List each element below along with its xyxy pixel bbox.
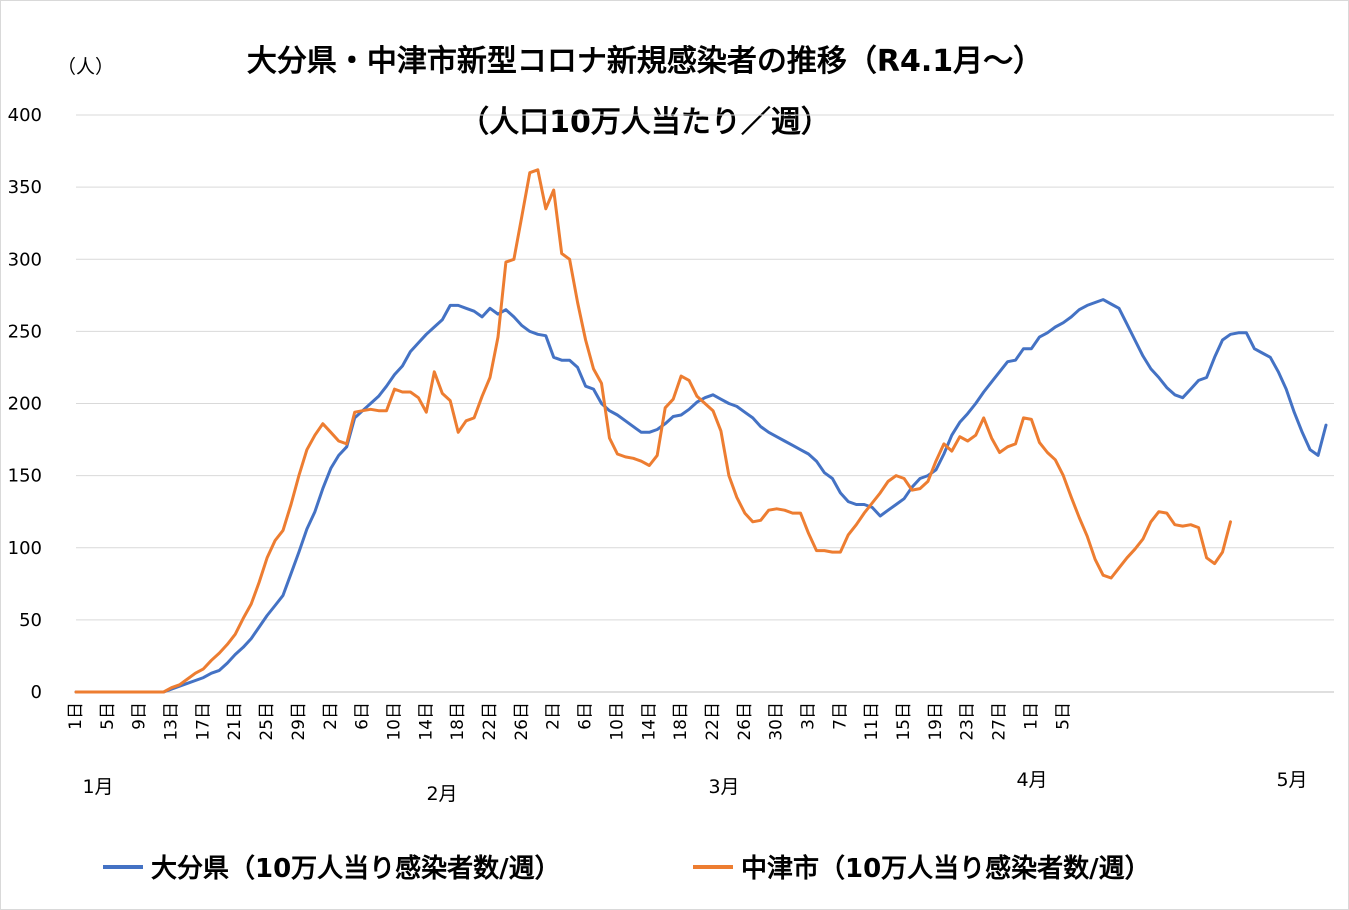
- chart-subtitle: （人口10万人当たり／週）: [459, 105, 831, 140]
- y-tick-label: 200: [8, 394, 42, 415]
- x-tick-label: 9日: [130, 702, 150, 730]
- x-tick-label: 13日: [162, 702, 182, 741]
- x-tick-label: 10日: [607, 702, 627, 741]
- legend-item-oita: 大分県（10万人当り感染者数/週）: [103, 848, 561, 885]
- x-tick-label: 2日: [321, 702, 341, 730]
- x-tick-label: 27日: [990, 702, 1010, 741]
- x-tick-label: 26日: [512, 702, 532, 741]
- x-tick-label: 17日: [193, 702, 213, 741]
- x-tick-label: 11日: [862, 702, 882, 741]
- x-tick-label: 5日: [98, 702, 118, 730]
- month-label: 4月: [1016, 769, 1047, 791]
- month-label: 1月: [82, 776, 113, 798]
- y-tick-label: 250: [8, 321, 42, 342]
- x-tick-label: 18日: [671, 702, 691, 741]
- x-tick-label: 15日: [894, 702, 914, 741]
- x-tick-label: 6日: [576, 702, 596, 730]
- y-tick-label: 150: [8, 466, 42, 487]
- y-tick-label: 100: [8, 538, 42, 559]
- x-tick-label: 5日: [1053, 702, 1073, 730]
- chart-title: 大分県・中津市新型コロナ新規感染者の推移（R4.1月～）: [246, 44, 1044, 79]
- x-tick-label: 30日: [767, 702, 787, 741]
- x-tick-label: 22日: [480, 702, 500, 741]
- x-tick-label: 23日: [958, 702, 978, 741]
- x-tick-label: 1日: [66, 702, 86, 730]
- x-tick-label: 3日: [799, 702, 819, 730]
- x-tick-label: 1日: [1021, 702, 1041, 730]
- x-tick-label: 6日: [353, 702, 373, 730]
- y-tick-label: 400: [8, 105, 42, 126]
- x-tick-label: 19日: [926, 702, 946, 741]
- series-line-oita: [74, 298, 1328, 694]
- x-tick-label: 18日: [448, 702, 468, 741]
- x-tick-label: 14日: [416, 702, 436, 741]
- legend-swatch-nakatsu: [693, 864, 733, 869]
- y-tick-label: 350: [8, 177, 42, 198]
- month-label: 2月: [426, 783, 457, 805]
- month-label: 5月: [1276, 769, 1307, 791]
- series-line-nakatsu: [74, 168, 1232, 694]
- x-tick-label: 22日: [703, 702, 723, 741]
- legend-swatch-oita: [103, 864, 143, 869]
- legend-label-nakatsu: 中津市（10万人当り感染者数/週）: [741, 854, 1151, 884]
- y-axis-unit-label: （人）: [57, 56, 115, 78]
- legend: 大分県（10万人当り感染者数/週） 中津市（10万人当り感染者数/週）: [0, 848, 1349, 888]
- y-tick-label: 0: [31, 682, 42, 703]
- x-tick-label: 2日: [544, 702, 564, 730]
- x-tick-label: 14日: [639, 702, 659, 741]
- legend-label-oita: 大分県（10万人当り感染者数/週）: [151, 854, 561, 884]
- month-label: 3月: [708, 776, 739, 798]
- x-tick-label: 7日: [830, 702, 850, 730]
- x-tick-label: 10日: [384, 702, 404, 741]
- x-tick-label: 26日: [735, 702, 755, 741]
- y-tick-label: 50: [19, 610, 42, 631]
- x-tick-label: 29日: [289, 702, 309, 741]
- x-tick-label: 25日: [257, 702, 277, 741]
- y-tick-label: 300: [8, 249, 42, 270]
- x-tick-label: 21日: [225, 702, 245, 741]
- legend-item-nakatsu: 中津市（10万人当り感染者数/週）: [693, 848, 1151, 885]
